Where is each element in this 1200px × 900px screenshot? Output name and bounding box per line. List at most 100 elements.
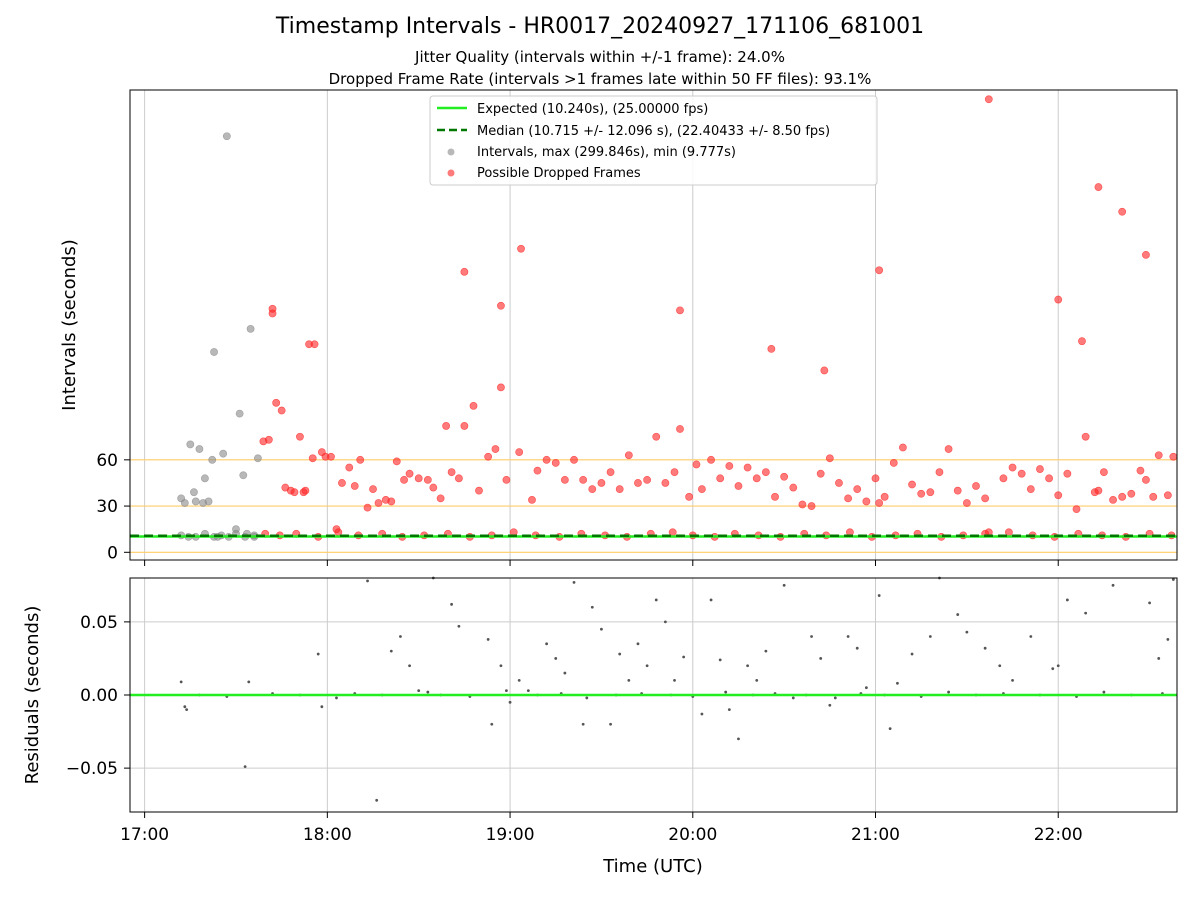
interval-point-s2-5 <box>676 306 684 315</box>
residual-point-48 <box>810 635 813 638</box>
interval-point-s1-21 <box>363 503 372 512</box>
intervals-plot-border <box>129 89 1178 561</box>
intervals-y-axis-label: Intervals (seconds) <box>59 239 80 411</box>
interval-point-s1-87 <box>899 443 907 452</box>
residual-point-62 <box>983 646 987 650</box>
residual-point-37 <box>682 655 686 659</box>
residual-point-85 <box>505 689 508 693</box>
interval-point-s1-25 <box>387 497 396 506</box>
interval-point-s1-112 <box>1118 492 1127 501</box>
xtick-label-1: 18:00 <box>303 825 352 845</box>
legend-intervals-marker <box>447 148 455 156</box>
interval-point-s1-58 <box>652 432 661 441</box>
interval-point-s1-41 <box>497 383 505 392</box>
interval-point-s1-113 <box>1127 489 1136 498</box>
interval-point-s1-93 <box>953 486 962 495</box>
interval-point-s1-83 <box>871 474 880 483</box>
interval-point-s0-4 <box>191 497 200 506</box>
residual-point-18 <box>499 664 503 668</box>
residuals-ytick-label-2: 0.05 <box>80 613 118 633</box>
residuals-panel: −0.05 0.00 0.05 17:00 18:00 19:00 20:00 21:00 2… <box>22 576 1178 877</box>
interval-point-s1-12 <box>308 454 317 463</box>
interval-point-s1-23 <box>374 499 383 507</box>
interval-point-s1-18 <box>345 463 354 472</box>
interval-point-s1-4 <box>277 406 286 415</box>
residual-point-42 <box>737 737 740 741</box>
interval-point-s0-13 <box>222 132 231 141</box>
legend-expected-label: Expected (10.240s), (25.00000 fps) <box>477 102 708 117</box>
residual-point-51 <box>846 635 850 638</box>
chart-subtitle-dropped: Dropped Frame Rate (intervals >1 frames … <box>328 70 872 88</box>
interval-point-s1-106 <box>1072 505 1081 514</box>
interval-point-s1-52 <box>597 479 606 487</box>
interval-point-s1-65 <box>707 455 715 464</box>
interval-point-s1-66 <box>716 474 725 483</box>
xtick-label-0: 17:00 <box>120 825 169 845</box>
interval-point-s1-101 <box>1026 485 1035 494</box>
interval-point-s1-77 <box>816 469 825 478</box>
interval-point-s1-54 <box>615 485 624 494</box>
interval-point-s1-43 <box>515 448 524 457</box>
intervals-ytick-label-2: 60 <box>96 451 118 471</box>
interval-point-s1-90 <box>926 488 935 497</box>
interval-point-s1-117 <box>1154 451 1163 460</box>
residual-point-40 <box>718 658 722 662</box>
interval-point-s2-9 <box>984 95 993 104</box>
interval-point-s1-109 <box>1094 486 1103 495</box>
residual-point-8 <box>375 798 379 802</box>
intervals-panel: 0 30 60 Intervals (seconds) Expected (10.2… <box>59 89 1178 566</box>
legend-median-label: Median (10.715 +/- 12.096 s), (22.40433 … <box>477 124 830 139</box>
interval-point-s1-84 <box>875 499 884 507</box>
interval-point-s1-44 <box>528 496 536 504</box>
interval-point-s1-33 <box>442 422 451 430</box>
residual-point-71 <box>1148 601 1151 605</box>
interval-point-s2-11 <box>1078 337 1086 346</box>
interval-point-s1-100 <box>1017 469 1026 478</box>
interval-point-s1-39 <box>484 452 493 461</box>
interval-point-s1-69 <box>743 463 752 472</box>
residual-point-61 <box>965 630 969 634</box>
interval-point-s2-12 <box>1094 183 1103 191</box>
xtick-label-2: 19:00 <box>486 825 535 845</box>
interval-point-s1-45 <box>533 466 542 475</box>
residual-point-47 <box>791 696 795 700</box>
interval-point-s1-49 <box>570 455 578 464</box>
interval-point-s1-48 <box>560 475 569 484</box>
legend-intervals-label: Intervals, max (299.846s), min (9.777s) <box>477 145 736 160</box>
residual-point-4 <box>247 680 251 684</box>
interval-point-s2-6 <box>767 344 776 353</box>
interval-point-s1-29 <box>414 474 423 483</box>
residual-point-20 <box>517 678 521 682</box>
residuals-ytick-label-1: 0.00 <box>80 686 118 706</box>
interval-point-s1-55 <box>624 451 633 460</box>
residual-point-9 <box>389 649 393 653</box>
residual-point-16 <box>486 638 490 641</box>
interval-point-s1-80 <box>844 494 852 503</box>
intervals-y-ticks: 0 30 60 <box>96 451 130 563</box>
residual-point-38 <box>700 712 704 716</box>
interval-point-s1-115 <box>1142 475 1150 484</box>
interval-point-s0-16 <box>239 471 248 480</box>
interval-point-s1-59 <box>661 479 670 487</box>
residual-point-41 <box>727 708 731 712</box>
interval-point-s0-5 <box>195 445 204 453</box>
interval-point-s1-47 <box>551 459 560 467</box>
interval-point-s1-22 <box>369 485 377 494</box>
interval-point-s1-98 <box>999 474 1008 483</box>
interval-point-s1-56 <box>634 479 642 487</box>
intervals-expected-median-lines <box>130 534 1177 538</box>
residual-point-73 <box>1166 638 1170 641</box>
interval-point-s1-37 <box>469 402 478 410</box>
interval-point-s1-86 <box>889 459 898 467</box>
intervals-ytick-label-1: 30 <box>96 497 118 517</box>
xtick-label-3: 20:00 <box>668 825 717 845</box>
residual-point-14 <box>450 602 453 606</box>
residual-point-1 <box>183 705 187 709</box>
interval-point-s1-28 <box>405 469 414 478</box>
interval-point-s1-19 <box>350 482 359 490</box>
xtick-label-5: 22:00 <box>1034 825 1083 845</box>
interval-point-s0-1 <box>180 499 189 507</box>
interval-point-s1-8 <box>296 432 304 441</box>
